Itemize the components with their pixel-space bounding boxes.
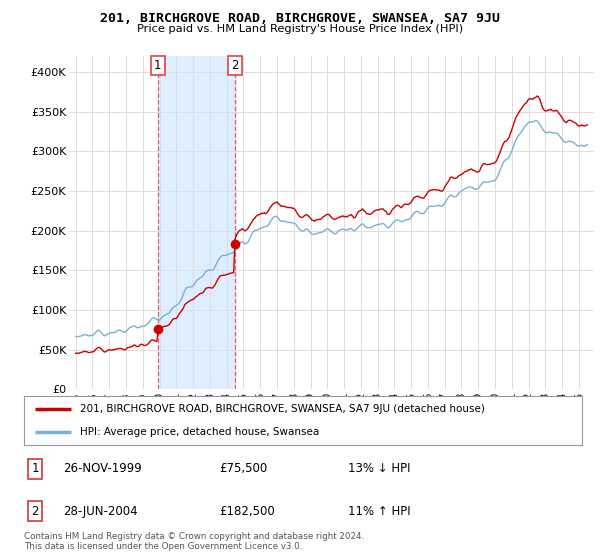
Text: 201, BIRCHGROVE ROAD, BIRCHGROVE, SWANSEA, SA7 9JU: 201, BIRCHGROVE ROAD, BIRCHGROVE, SWANSE… [100,12,500,25]
Bar [158,56,235,389]
Text: Contains HM Land Registry data © Crown copyright and database right 2024.
This d: Contains HM Land Registry data © Crown c… [24,532,364,552]
Text: 11% ↑ HPI: 11% ↑ HPI [347,505,410,517]
Text: 2: 2 [232,59,239,72]
Text: £75,500: £75,500 [220,463,268,475]
Text: £182,500: £182,500 [220,505,275,517]
Text: 26-NOV-1999: 26-NOV-1999 [63,463,142,475]
Text: 28-JUN-2004: 28-JUN-2004 [63,505,137,517]
Text: 1: 1 [31,463,39,475]
Text: 13% ↓ HPI: 13% ↓ HPI [347,463,410,475]
Text: 1: 1 [154,59,161,72]
Text: Price paid vs. HM Land Registry's House Price Index (HPI): Price paid vs. HM Land Registry's House … [137,24,463,34]
Text: 2: 2 [31,505,39,517]
Text: 201, BIRCHGROVE ROAD, BIRCHGROVE, SWANSEA, SA7 9JU (detached house): 201, BIRCHGROVE ROAD, BIRCHGROVE, SWANSE… [80,404,485,414]
Text: HPI: Average price, detached house, Swansea: HPI: Average price, detached house, Swan… [80,427,319,437]
